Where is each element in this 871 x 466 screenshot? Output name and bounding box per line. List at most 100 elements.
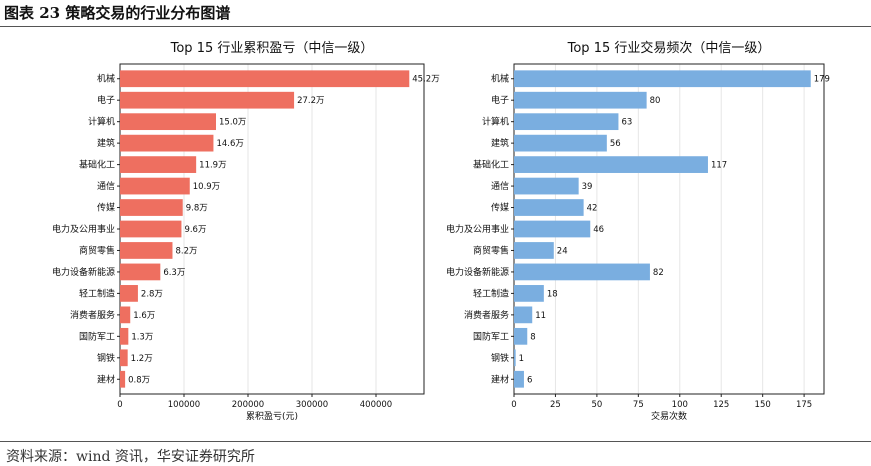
left-bar <box>120 306 131 324</box>
left-category-label: 消费者服务 <box>70 309 115 321</box>
left-category-label: 国防军工 <box>79 330 115 342</box>
right-bar <box>514 134 607 152</box>
right-category-label: 电力及公用事业 <box>446 223 509 235</box>
left-bar <box>120 91 295 109</box>
right-xtick-label: 50 <box>591 400 602 410</box>
left-data-label: 9.6万 <box>184 225 206 235</box>
left-xtick-label: 0 <box>117 400 122 410</box>
right-data-label: 46 <box>593 225 604 235</box>
left-category-label: 基础化工 <box>79 159 115 171</box>
left-xtick-label: 100000 <box>168 400 200 410</box>
figure-title: 图表 23 策略交易的行业分布图谱 <box>4 4 231 22</box>
left-data-label: 10.9万 <box>193 182 220 192</box>
left-bar <box>120 327 129 345</box>
left-data-label: 8.2万 <box>175 246 197 256</box>
right-bar <box>514 327 528 345</box>
left-category-label: 建筑 <box>97 137 115 149</box>
right-data-label: 6 <box>527 375 532 385</box>
left-bar <box>120 263 161 281</box>
right-category-label: 传媒 <box>491 202 509 214</box>
right-category-label: 电子 <box>491 94 509 106</box>
left-bar <box>120 349 128 367</box>
right-bar <box>514 370 524 388</box>
right-data-label: 1 <box>519 354 524 364</box>
right-category-label: 基础化工 <box>473 159 509 171</box>
left-data-label: 45.2万 <box>412 75 439 85</box>
right-category-label: 计算机 <box>482 116 509 128</box>
left-category-label: 商贸零售 <box>79 244 115 256</box>
right-xtick-label: 0 <box>511 400 516 410</box>
right-data-label: 42 <box>587 204 598 214</box>
right-data-label: 117 <box>711 161 727 171</box>
left-data-label: 14.6万 <box>216 139 243 149</box>
right-category-label: 国防军工 <box>473 330 509 342</box>
left-category-label: 电力及公用事业 <box>52 223 115 235</box>
left-bar <box>120 134 214 152</box>
right-category-label: 通信 <box>491 180 509 192</box>
right-bar <box>514 91 647 109</box>
right-data-label: 82 <box>653 268 664 278</box>
right-x-axis-label: 交易次数 <box>651 410 687 422</box>
bottom-divider <box>0 441 871 442</box>
left-bar <box>120 113 216 131</box>
left-bar <box>120 242 173 259</box>
left-data-label: 11.9万 <box>199 161 226 171</box>
right-bar <box>514 70 811 88</box>
left-data-label: 15.0万 <box>219 118 246 128</box>
right-category-label: 商贸零售 <box>473 244 509 256</box>
left-data-label: 2.8万 <box>141 289 163 299</box>
left-xtick-label: 400000 <box>360 400 392 410</box>
right-category-label: 轻工制造 <box>473 287 509 299</box>
left-bar <box>120 156 197 173</box>
top-divider <box>0 26 871 27</box>
left-bar <box>120 370 126 388</box>
right-chart-title: Top 15 行业交易频次（中信一级） <box>567 40 771 56</box>
right-bar <box>514 285 544 302</box>
left-x-axis-label: 累积盈亏(元) <box>246 410 298 422</box>
source-note: 资料来源：wind 资讯，华安证券研究所 <box>6 449 255 465</box>
left-bar <box>120 177 190 195</box>
right-bar <box>514 349 516 367</box>
right-data-label: 179 <box>814 75 830 85</box>
right-data-label: 56 <box>610 139 621 149</box>
right-data-label: 80 <box>650 96 661 106</box>
right-xtick-label: 150 <box>755 400 771 410</box>
left-category-label: 通信 <box>97 180 115 192</box>
right-bar <box>514 306 533 324</box>
left-bar <box>120 70 410 88</box>
left-category-label: 钢铁 <box>97 352 115 364</box>
left-category-label: 轻工制造 <box>79 287 115 299</box>
charts-area: Top 15 行业累积盈亏（中信一级） 45.2万 机械 27.2万 电子 15.0万 计算… <box>52 40 830 422</box>
left-category-label: 机械 <box>97 73 115 85</box>
right-data-label: 39 <box>582 182 593 192</box>
right-xtick-label: 125 <box>713 400 729 410</box>
left-data-label: 1.6万 <box>133 311 155 321</box>
right-category-label: 建筑 <box>491 137 509 149</box>
right-xtick-label: 100 <box>672 400 688 410</box>
left-data-label: 0.8万 <box>128 375 150 385</box>
right-bar <box>514 220 591 238</box>
left-bar <box>120 220 182 238</box>
right-data-label: 11 <box>535 311 546 321</box>
left-data-label: 1.3万 <box>131 332 153 342</box>
left-category-label: 建材 <box>97 373 115 385</box>
left-category-label: 传媒 <box>97 202 115 214</box>
right-bar <box>514 199 584 216</box>
right-category-label: 机械 <box>491 73 509 85</box>
right-category-label: 建材 <box>491 373 509 385</box>
right-bar <box>514 156 708 173</box>
right-data-label: 24 <box>557 246 568 256</box>
left-xtick-label: 200000 <box>232 400 264 410</box>
right-data-label: 63 <box>621 118 632 128</box>
right-xtick-label: 175 <box>796 400 812 410</box>
left-xtick-label: 300000 <box>296 400 328 410</box>
right-category-label: 电力设备新能源 <box>446 266 509 278</box>
right-bar <box>514 263 650 281</box>
left-data-label: 27.2万 <box>297 96 324 106</box>
right-bar <box>514 242 554 259</box>
right-data-label: 18 <box>547 289 558 299</box>
left-data-label: 6.3万 <box>163 268 185 278</box>
right-category-label: 消费者服务 <box>464 309 509 321</box>
right-xtick-label: 75 <box>633 400 644 410</box>
right-bar <box>514 113 619 131</box>
